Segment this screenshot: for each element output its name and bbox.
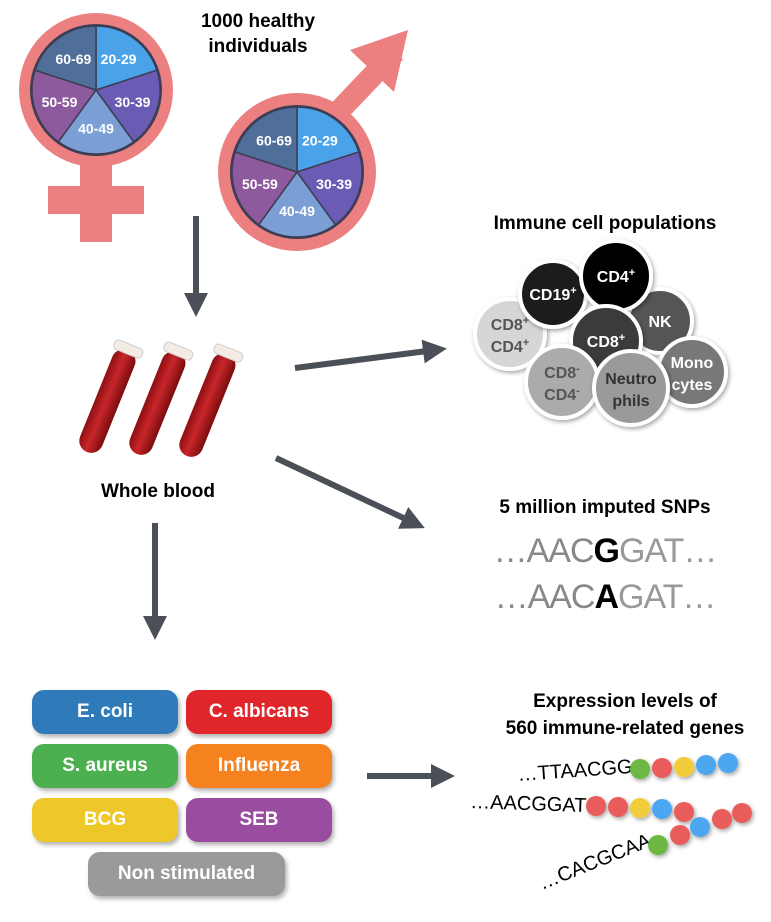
pie-slice bbox=[95, 25, 158, 92]
expression-strand-2: …AACGGAT bbox=[470, 791, 694, 822]
cell-monocytes: Mono cytes bbox=[656, 336, 728, 408]
cell-label: CD19+ bbox=[529, 285, 576, 304]
cell-label: NK bbox=[648, 314, 672, 331]
title-line2: individuals bbox=[208, 36, 307, 57]
pie-slice bbox=[231, 150, 299, 226]
cell-label: Neutro bbox=[605, 371, 657, 388]
cell-cd19: CD19+ bbox=[518, 259, 588, 329]
whole-blood-label: Whole blood bbox=[101, 481, 215, 502]
blood-tubes-icon bbox=[79, 339, 244, 457]
expression-title-1: Expression levels of bbox=[533, 691, 717, 712]
pie-slice bbox=[34, 25, 97, 92]
stimulus-seb: SEB bbox=[186, 798, 332, 842]
cell-label: CD4+ bbox=[491, 337, 529, 356]
age-label: 30-39 bbox=[316, 176, 352, 192]
cell-label: CD4+ bbox=[597, 267, 635, 286]
cell-cd4: CD4+ bbox=[579, 239, 653, 313]
gene-sequence: …CACGCAA bbox=[536, 829, 655, 894]
arrow-to-snps bbox=[274, 455, 425, 529]
pie-slice bbox=[57, 88, 135, 155]
age-label: 60-69 bbox=[56, 51, 92, 67]
cell-neutrophils: Neutro phils bbox=[592, 349, 670, 427]
expression-title-2: 560 immune-related genes bbox=[506, 718, 745, 739]
gene-sequence: …TTAACGG bbox=[517, 756, 633, 786]
stimulus-e-coli: E. coli bbox=[32, 690, 178, 734]
cell-label: CD8- bbox=[544, 363, 580, 382]
cell-cd8cd4: CD8- CD4- bbox=[524, 344, 600, 420]
cell-label: phils bbox=[612, 393, 649, 410]
stimulus-c-albicans: C. albicans bbox=[186, 690, 332, 734]
age-label: 20-29 bbox=[302, 132, 338, 148]
age-label: 40-49 bbox=[279, 203, 315, 219]
pie-slice bbox=[31, 69, 98, 143]
gene-sequence: …AACGGAT bbox=[470, 791, 587, 817]
age-label: 30-39 bbox=[115, 94, 151, 110]
arrow-to-cells bbox=[294, 339, 447, 371]
age-label: 20-29 bbox=[101, 51, 137, 67]
title-line1: 1000 healthy bbox=[201, 11, 315, 32]
age-label: 50-59 bbox=[42, 94, 78, 110]
pie-slice bbox=[296, 106, 360, 174]
cell-label: CD8+ bbox=[491, 315, 529, 334]
snp-sequence-2: …AACAGAT… bbox=[495, 578, 716, 616]
stimulus-influenza: Influenza bbox=[186, 744, 332, 788]
pie-slice bbox=[257, 170, 337, 238]
immune-cells: CD8+ CD4+ CD19+ NK CD4+ CD8+ CD8- CD4- Mono cytes… bbox=[473, 239, 728, 427]
expression-strand-1: …TTAACGG bbox=[517, 753, 738, 786]
age-label: 60-69 bbox=[256, 132, 292, 148]
stimulus-s-aureus: S. aureus bbox=[32, 744, 178, 788]
pie-slice bbox=[94, 69, 161, 143]
cell-label: CD4- bbox=[544, 385, 580, 404]
snp-sequence-1: …AACGGAT… bbox=[494, 532, 717, 570]
immune-title: Immune cell populations bbox=[494, 213, 717, 234]
stimulus-bcg: BCG bbox=[32, 798, 178, 842]
snps-title: 5 million imputed SNPs bbox=[499, 497, 710, 518]
cell-label: cytes bbox=[672, 377, 713, 394]
cell-label: Mono bbox=[671, 355, 714, 372]
pie-slice bbox=[295, 150, 363, 226]
age-label: 40-49 bbox=[78, 120, 114, 136]
age-label: 50-59 bbox=[242, 176, 278, 192]
pie-slice bbox=[234, 106, 298, 174]
cell-label: CD8+ bbox=[587, 332, 625, 351]
stimulus-non-stimulated: Non stimulated bbox=[88, 852, 285, 896]
